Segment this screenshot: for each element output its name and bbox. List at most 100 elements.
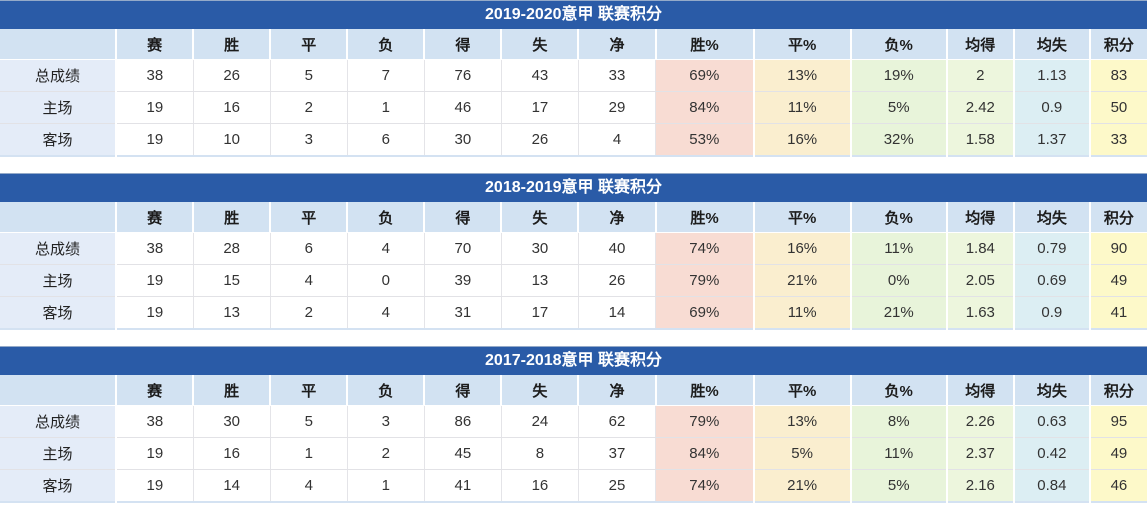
column-header-win-pct: 胜% [655,202,755,233]
column-header-goals-against: 失 [501,375,580,406]
cell-points: 50 [1089,91,1147,124]
cell-draws: 4 [270,469,348,503]
table-row: 主场 19 15 4 0 39 13 26 79% 21% 0% 2.05 0.69 49 [0,264,1147,297]
cell-goal-diff: 40 [578,232,657,265]
cell-avg-for: 2 [946,59,1015,92]
column-header-draws: 平 [270,202,349,233]
cell-loss-pct: 11% [850,232,948,265]
cell-win-pct: 79% [655,264,755,297]
cell-goals-for: 70 [424,232,502,265]
cell-wins: 10 [193,123,271,157]
cell-draws: 5 [270,405,348,438]
cell-goals-against: 30 [501,232,579,265]
cell-goals-against: 13 [501,264,579,297]
cell-loss-pct: 5% [850,469,948,503]
column-header-goal-diff: 净 [578,202,657,233]
column-header-goal-diff: 净 [578,29,657,60]
table-row: 总成绩 38 28 6 4 70 30 40 74% 16% 11% 1.84 0.79 90 [0,232,1147,265]
cell-avg-for: 2.42 [946,91,1015,124]
cell-draws: 4 [270,264,348,297]
cell-draw-pct: 16% [753,123,852,157]
cell-wins: 14 [193,469,271,503]
cell-avg-for: 1.58 [946,123,1015,157]
cell-loss-pct: 11% [850,437,948,470]
table-title: 2019-2020意甲 联赛积分 [0,0,1147,29]
season-table: 2017-2018意甲 联赛积分赛胜平负得失净胜% 平% 负% 均得 均失 积分 总成绩 38… [0,346,1147,503]
column-header-draw-pct: 平% [753,29,852,60]
cell-games: 38 [116,405,194,438]
season-table: 2019-2020意甲 联赛积分赛胜平负得失净胜% 平% 负% 均得 均失 积分 总成绩 38… [0,0,1147,157]
cell-goal-diff: 37 [578,437,657,470]
cell-win-pct: 84% [655,437,755,470]
cell-loss-pct: 0% [850,264,948,297]
row-label: 总成绩 [0,405,118,438]
table-title: 2017-2018意甲 联赛积分 [0,346,1147,375]
cell-draw-pct: 21% [753,264,852,297]
column-header-avg-against: 均失 [1013,375,1091,406]
cell-goal-diff: 4 [578,123,657,157]
column-header-draws: 平 [270,375,349,406]
cell-wins: 16 [193,91,271,124]
cell-draw-pct: 13% [753,59,852,92]
cell-avg-against: 1.13 [1013,59,1091,92]
column-header-losses: 负 [347,202,426,233]
cell-goals-for: 41 [424,469,502,503]
cell-goals-for: 86 [424,405,502,438]
cell-goals-for: 76 [424,59,502,92]
cell-wins: 28 [193,232,271,265]
table-row: 总成绩 38 26 5 7 76 43 33 69% 13% 19% 2 1.13 83 [0,59,1147,92]
cell-avg-for: 2.05 [946,264,1015,297]
cell-avg-for: 1.84 [946,232,1015,265]
cell-goals-against: 8 [501,437,579,470]
cell-goals-for: 45 [424,437,502,470]
cell-games: 38 [116,59,194,92]
cell-draws: 5 [270,59,348,92]
cell-draw-pct: 5% [753,437,852,470]
row-label: 总成绩 [0,232,118,265]
header-row: 赛胜平负得失净胜% 平% 负% 均得 均失 积分 [0,202,1147,233]
cell-games: 38 [116,232,194,265]
cell-draws: 6 [270,232,348,265]
cell-draw-pct: 11% [753,91,852,124]
column-header-loss-pct: 负% [850,29,948,60]
cell-losses: 6 [347,123,425,157]
cell-wins: 26 [193,59,271,92]
cell-losses: 3 [347,405,425,438]
cell-avg-against: 0.9 [1013,91,1091,124]
column-header-draw-pct: 平% [753,375,852,406]
cell-draws: 1 [270,437,348,470]
column-header-games: 赛 [116,202,195,233]
cell-win-pct: 69% [655,296,755,330]
cell-losses: 7 [347,59,425,92]
column-header-win-pct: 胜% [655,375,755,406]
cell-points: 49 [1089,264,1147,297]
cell-games: 19 [116,91,194,124]
row-label: 客场 [0,469,118,503]
cell-goals-against: 16 [501,469,579,503]
cell-games: 19 [116,296,194,330]
column-header-avg-for: 均得 [946,375,1015,406]
cell-goal-diff: 14 [578,296,657,330]
cell-goals-for: 46 [424,91,502,124]
table-row: 主场 19 16 1 2 45 8 37 84% 5% 11% 2.37 0.42 49 [0,437,1147,470]
cell-draw-pct: 11% [753,296,852,330]
cell-wins: 16 [193,437,271,470]
cell-avg-against: 0.42 [1013,437,1091,470]
column-header-games: 赛 [116,375,195,406]
cell-points: 33 [1089,123,1147,157]
cell-avg-against: 0.69 [1013,264,1091,297]
cell-wins: 13 [193,296,271,330]
cell-loss-pct: 8% [850,405,948,438]
cell-losses: 4 [347,296,425,330]
cell-points: 41 [1089,296,1147,330]
cell-avg-against: 0.63 [1013,405,1091,438]
stats-table: 赛胜平负得失净胜% 平% 负% 均得 均失 积分 总成绩 38 30 5 3 86 24 62 79% 13%… [0,375,1147,503]
cell-draw-pct: 21% [753,469,852,503]
cell-draws: 3 [270,123,348,157]
table-row: 主场 19 16 2 1 46 17 29 84% 11% 5% 2.42 0.9 50 [0,91,1147,124]
cell-win-pct: 84% [655,91,755,124]
column-header-wins: 胜 [193,202,272,233]
stats-table: 赛胜平负得失净胜% 平% 负% 均得 均失 积分 总成绩 38 28 6 4 70 30 40 74% 16%… [0,202,1147,330]
column-header-row-label [0,375,118,406]
column-header-points: 积分 [1089,29,1147,60]
